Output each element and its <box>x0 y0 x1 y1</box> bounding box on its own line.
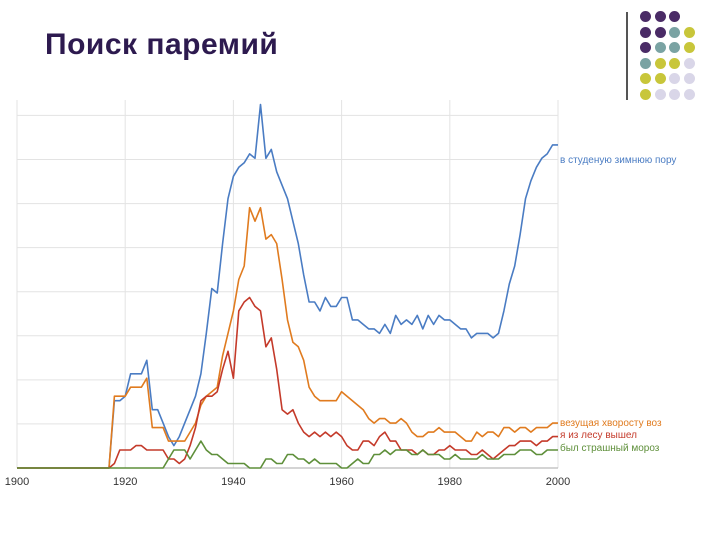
decor-dot <box>669 57 680 69</box>
x-tick-label: 1900 <box>5 476 29 488</box>
x-tick-label: 1920 <box>113 476 137 488</box>
decor-dot <box>640 26 651 38</box>
series-label: везущая хворосту воз <box>560 418 662 429</box>
series-line <box>17 103 558 469</box>
x-tick-label: 1980 <box>438 476 462 488</box>
decor-dot <box>654 73 666 84</box>
decor-dot <box>640 11 651 22</box>
decor-dot <box>654 11 666 22</box>
x-tick-label: 1940 <box>221 476 245 488</box>
x-tick-label: 2000 <box>546 476 570 488</box>
decor-dot <box>683 26 695 38</box>
series-line <box>17 440 558 469</box>
ngram-chart: в студеную зимнюю пору везущая хворосту в… <box>0 95 720 505</box>
x-axis-ticks: 1900 1920 1940 1960 1980 2000 <box>5 476 570 488</box>
decor-dot <box>669 11 680 22</box>
decor-dot <box>683 57 695 69</box>
decor-dot <box>683 88 695 100</box>
series-line <box>17 206 558 469</box>
decor-dot <box>640 73 651 84</box>
decor-dot <box>669 26 680 38</box>
decor-dot <box>640 88 651 100</box>
decorative-dot-grid <box>640 11 720 106</box>
series-line <box>17 296 558 469</box>
title-divider <box>626 12 628 100</box>
decor-dot <box>669 42 680 53</box>
series-labels: в студеную зимнюю пору везущая хворосту в… <box>560 155 676 454</box>
slide-title: Поиск паремий <box>45 28 279 61</box>
decor-dot <box>654 26 666 38</box>
series-label: я из лесу вышел <box>560 430 637 441</box>
series-label: в студеную зимнюю пору <box>560 155 676 166</box>
chart-grid <box>16 100 559 469</box>
decor-dot <box>654 42 666 53</box>
decor-dot <box>640 42 651 53</box>
decor-dot <box>669 73 680 84</box>
decor-dot <box>669 88 680 100</box>
series-label: был страшный мороз <box>560 442 660 454</box>
decor-dot <box>640 57 651 69</box>
x-tick-label: 1960 <box>329 476 353 488</box>
decor-dot <box>683 42 695 53</box>
decor-dot <box>654 57 666 69</box>
chart-svg: в студеную зимнюю пору везущая хворосту в… <box>5 100 676 488</box>
decor-dot <box>683 73 695 84</box>
chart-lines <box>17 103 558 469</box>
decor-dot <box>654 88 666 100</box>
